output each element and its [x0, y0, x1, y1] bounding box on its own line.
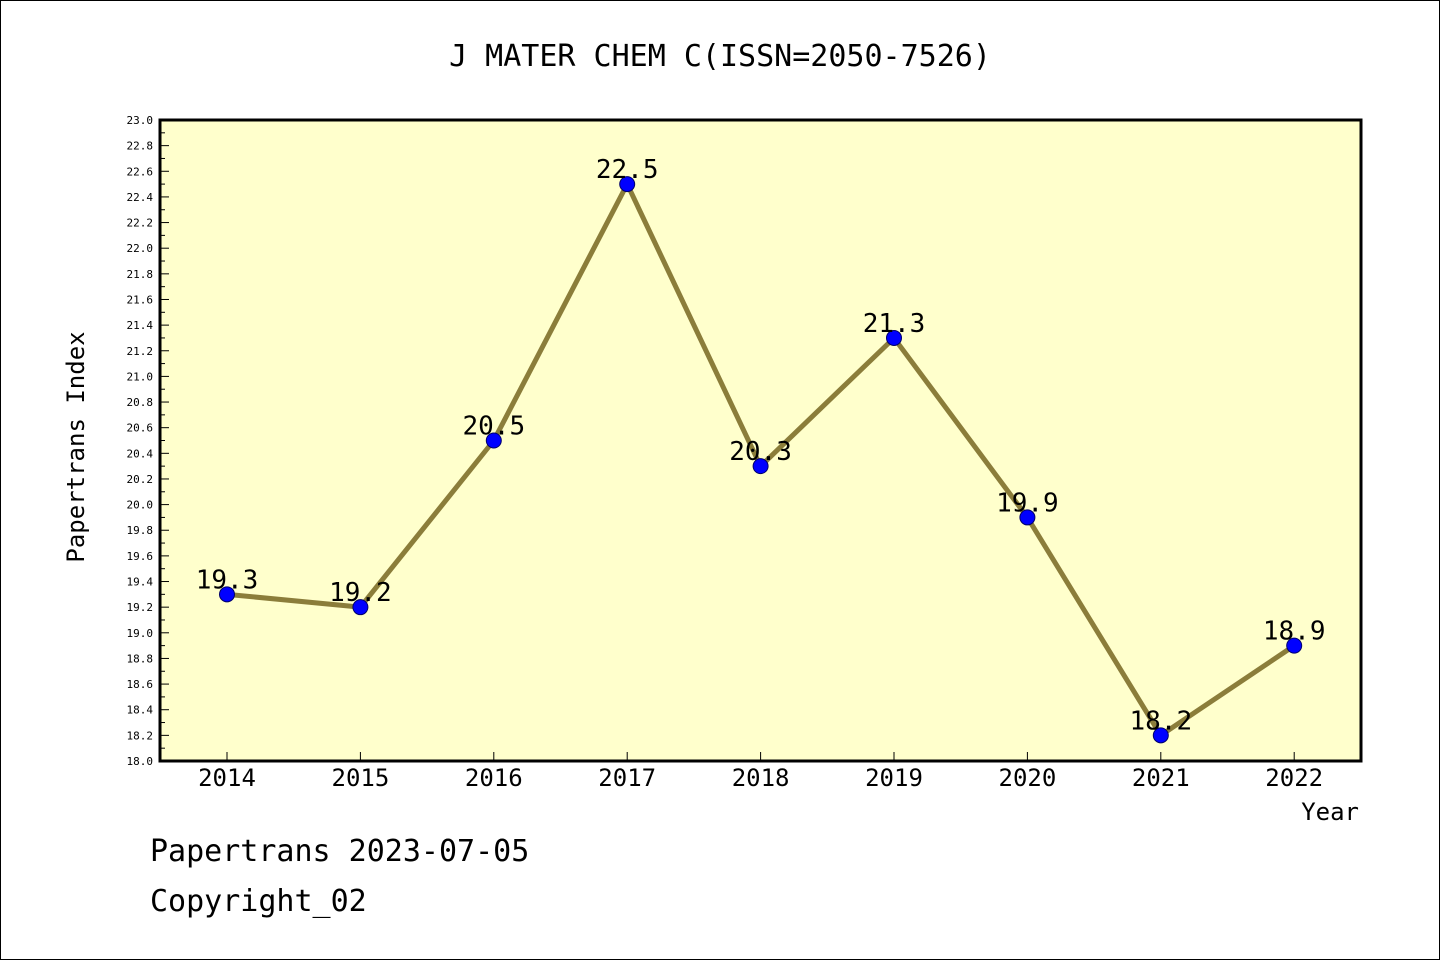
y-tick-label: 21.0	[127, 370, 154, 383]
y-tick-label: 19.2	[127, 601, 154, 614]
y-tick-label: 21.2	[127, 345, 154, 358]
y-axis-ticks: 18.0 18.2 18.4 18.6 18.8 19.0 19.2 19.4 19.6 19.8…	[127, 114, 169, 768]
x-tick-label: 2022	[1265, 764, 1323, 792]
data-label: 20.5	[462, 412, 525, 442]
y-tick-label: 20.8	[127, 396, 154, 409]
chart-title: J MATER CHEM C(ISSN=2050-7526)	[449, 39, 991, 74]
data-point	[1019, 509, 1036, 526]
y-tick-label: 22.8	[127, 140, 154, 153]
data-point	[1286, 637, 1303, 654]
y-tick-label: 21.8	[127, 268, 154, 281]
y-axis-label: Papertrans Index	[62, 331, 90, 562]
y-tick-label: 21.4	[127, 319, 154, 332]
y-tick-label: 22.0	[127, 242, 154, 255]
y-tick-label: 23.0	[127, 114, 154, 127]
footer-date: Papertrans 2023-07-05	[150, 834, 530, 869]
x-tick-label: 2016	[465, 764, 523, 792]
x-tick-label: 2017	[598, 764, 656, 792]
data-label: 18.2	[1129, 706, 1192, 736]
data-label: 19.9	[996, 488, 1059, 518]
x-tick-label: 2020	[999, 764, 1057, 792]
data-label: 18.9	[1263, 617, 1326, 647]
x-tick-label: 2018	[732, 764, 790, 792]
x-tick-label: 2019	[865, 764, 923, 792]
y-tick-label: 22.4	[127, 191, 154, 204]
data-label: 22.5	[596, 155, 659, 185]
data-label: 21.3	[863, 309, 926, 339]
data-point	[485, 432, 502, 449]
data-point	[886, 329, 902, 346]
data-point	[619, 176, 636, 193]
plot-border	[158, 118, 1363, 763]
y-tick-label: 19.8	[127, 524, 154, 537]
data-label: 20.3	[729, 437, 792, 467]
series-line-group: 19.3 19.2 20.5 22.5 20.3 21.3 19.9 18.2 18.9	[196, 155, 1326, 744]
y-tick-label: 22.6	[127, 165, 154, 178]
y-tick-label: 18.6	[127, 678, 154, 691]
data-point	[219, 586, 235, 603]
x-tick-label: 2021	[1132, 764, 1190, 792]
y-tick-label: 21.6	[127, 293, 154, 306]
y-tick-label: 18.8	[127, 652, 154, 665]
footer-copyright: Copyright_02	[150, 884, 367, 919]
y-tick-label: 18.4	[127, 704, 154, 717]
x-axis-ticks: 2014 2015 2016 2017 2018 2019 2020 2021 2022	[198, 752, 1323, 792]
plot-area	[160, 120, 1361, 761]
y-tick-label: 18.2	[127, 729, 154, 742]
x-tick-label: 2015	[332, 764, 390, 792]
y-tick-label: 22.2	[127, 217, 154, 230]
y-tick-label: 20.6	[127, 422, 154, 435]
data-point	[1152, 727, 1169, 744]
y-tick-label: 19.0	[127, 627, 154, 640]
y-tick-label: 19.6	[127, 550, 154, 563]
data-point	[352, 599, 369, 616]
y-tick-label: 20.4	[127, 447, 154, 460]
y-tick-label: 20.0	[127, 499, 154, 512]
data-label: 19.2	[329, 578, 392, 608]
y-tick-label: 19.4	[127, 576, 154, 589]
data-label: 19.3	[196, 565, 259, 595]
x-axis-label: Year	[1301, 798, 1359, 826]
y-tick-label: 20.2	[127, 473, 154, 486]
x-tick-label: 2014	[198, 764, 256, 792]
data-point	[752, 458, 769, 475]
y-tick-label: 18.0	[127, 755, 154, 768]
